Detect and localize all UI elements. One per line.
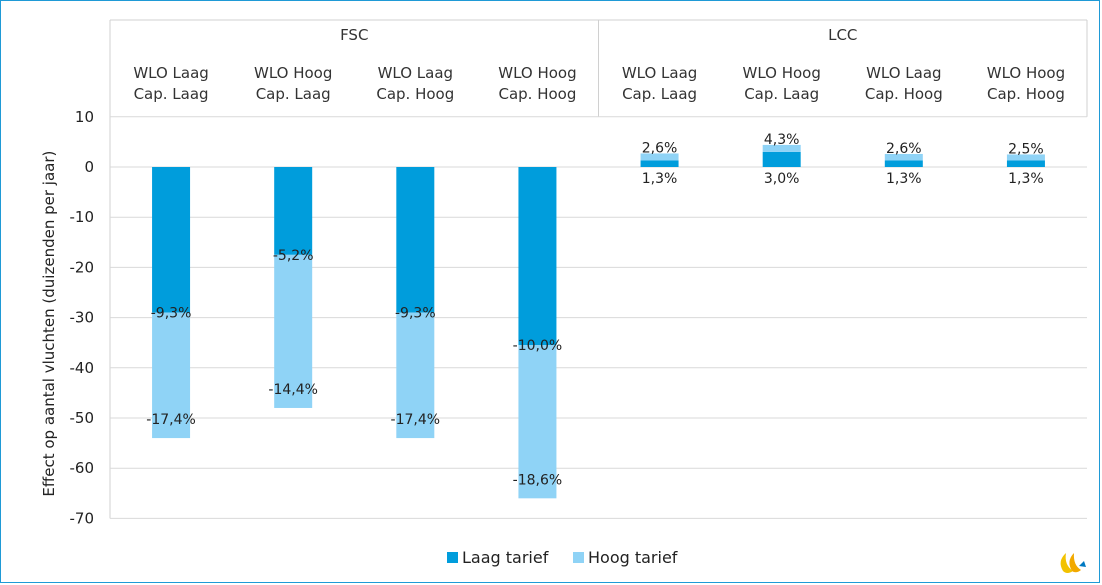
- data-label-hoog-tarief: 4,3%: [764, 132, 800, 148]
- category-label-line1: WLO Hoog: [254, 64, 332, 82]
- data-label-laag-tarief: -9,3%: [395, 306, 436, 322]
- data-label-hoog-tarief: 2,6%: [886, 141, 922, 157]
- data-label-laag-tarief: -9,3%: [151, 306, 192, 322]
- y-tick-label: 10: [75, 108, 94, 126]
- y-axis-title: Effect op aantal vluchten (duizenden per…: [40, 151, 58, 497]
- y-tick-label: -40: [70, 359, 95, 377]
- category-label-line2: Cap. Hoog: [987, 85, 1065, 103]
- data-label-laag-tarief: -5,2%: [273, 248, 314, 264]
- category-label-line1: WLO Laag: [622, 64, 698, 82]
- category-label-line1: WLO Laag: [378, 64, 454, 82]
- data-label-laag-tarief: 1,3%: [1008, 171, 1044, 187]
- logo-icon: [1060, 553, 1086, 573]
- category-label-line2: Cap. Laag: [256, 85, 331, 103]
- data-label-laag-tarief: 3,0%: [764, 171, 800, 187]
- category-label-line2: Cap. Laag: [134, 85, 209, 103]
- category-label-line1: WLO Laag: [133, 64, 209, 82]
- data-label-hoog-tarief: 2,6%: [642, 140, 678, 156]
- category-label-line2: Cap. Hoog: [498, 85, 576, 103]
- category-label-line1: WLO Hoog: [742, 64, 820, 82]
- category-label-line2: Cap. Laag: [744, 85, 819, 103]
- y-tick-label: -60: [70, 459, 95, 477]
- y-tick-label: 0: [84, 158, 94, 176]
- bar-laag-tarief: [152, 167, 191, 313]
- legend-swatch: [447, 552, 458, 563]
- legend-swatch: [573, 552, 584, 563]
- bar-laag-tarief: [396, 167, 435, 313]
- data-label-hoog-tarief: -17,4%: [146, 412, 196, 428]
- bar-laag-tarief: [518, 167, 557, 346]
- y-tick-label: -20: [70, 258, 95, 276]
- group-label: FSC: [340, 26, 368, 44]
- y-tick-label: -50: [70, 409, 95, 427]
- data-label-hoog-tarief: -17,4%: [391, 412, 441, 428]
- legend-label: Hoog tarief: [588, 548, 678, 567]
- y-tick-label: -30: [70, 309, 95, 327]
- group-label: LCC: [828, 26, 857, 44]
- bar-hoog-tarief: [640, 153, 679, 161]
- bar-hoog-tarief: [152, 312, 191, 439]
- category-label-line1: WLO Hoog: [987, 64, 1065, 82]
- bar-hoog-tarief: [274, 254, 313, 408]
- category-label-line2: Cap. Laag: [622, 85, 697, 103]
- bar-laag-tarief: [1006, 160, 1045, 167]
- bar-laag-tarief: [884, 160, 923, 167]
- data-label-laag-tarief: -10,0%: [513, 338, 563, 354]
- bar-laag-tarief: [640, 160, 679, 167]
- bar-laag-tarief: [762, 151, 801, 167]
- y-tick-label: -70: [70, 509, 95, 527]
- bar-hoog-tarief: [518, 345, 557, 499]
- category-label-line2: Cap. Hoog: [376, 85, 454, 103]
- legend-label: Laag tarief: [462, 548, 549, 567]
- data-label-laag-tarief: 1,3%: [886, 171, 922, 187]
- category-label-line1: WLO Laag: [866, 64, 942, 82]
- data-label-laag-tarief: 1,3%: [642, 171, 678, 187]
- bar-laag-tarief: [274, 167, 313, 255]
- bar-hoog-tarief: [884, 153, 923, 161]
- bar-hoog-tarief: [762, 144, 801, 152]
- data-label-hoog-tarief: -14,4%: [268, 382, 318, 398]
- data-label-hoog-tarief: 2,5%: [1008, 141, 1044, 157]
- bar-hoog-tarief: [396, 312, 435, 439]
- category-label-line1: WLO Hoog: [498, 64, 576, 82]
- data-label-hoog-tarief: -18,6%: [513, 472, 563, 488]
- bar-hoog-tarief: [1006, 154, 1045, 161]
- category-label-line2: Cap. Hoog: [865, 85, 943, 103]
- y-tick-label: -10: [70, 208, 95, 226]
